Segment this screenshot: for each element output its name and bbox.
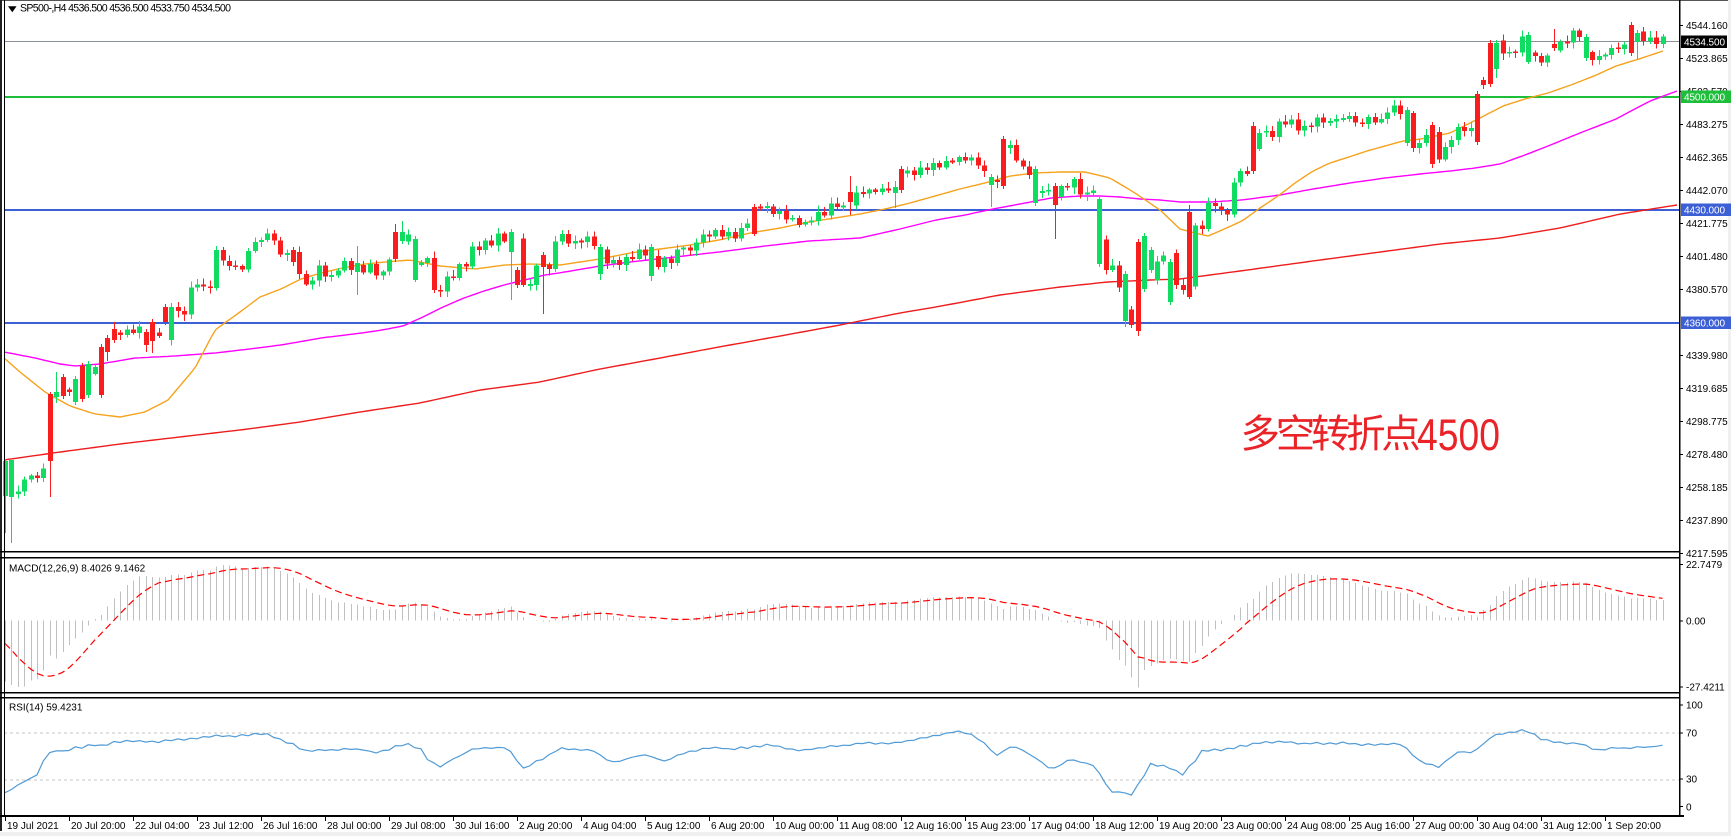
svg-text:25 Aug 16:00: 25 Aug 16:00 bbox=[1351, 821, 1410, 832]
svg-text:23 Aug 00:00: 23 Aug 00:00 bbox=[1223, 821, 1282, 832]
svg-text:15 Aug 23:00: 15 Aug 23:00 bbox=[967, 821, 1026, 832]
svg-text:29 Jul 08:00: 29 Jul 08:00 bbox=[391, 821, 446, 832]
svg-text:23 Jul 12:00: 23 Jul 12:00 bbox=[199, 821, 254, 832]
svg-text:MACD(12,26,9) 8.4026 9.1462: MACD(12,26,9) 8.4026 9.1462 bbox=[9, 564, 146, 575]
svg-text:100: 100 bbox=[1686, 701, 1703, 712]
svg-text:70: 70 bbox=[1686, 729, 1698, 740]
svg-text:4339.980: 4339.980 bbox=[1686, 351, 1728, 362]
svg-text:19 Jul 2021: 19 Jul 2021 bbox=[7, 821, 59, 832]
svg-text:0.00: 0.00 bbox=[1686, 617, 1706, 628]
svg-text:27 Aug 00:00: 27 Aug 00:00 bbox=[1415, 821, 1474, 832]
svg-text:26 Jul 16:00: 26 Jul 16:00 bbox=[263, 821, 318, 832]
svg-text:4483.275: 4483.275 bbox=[1686, 120, 1728, 131]
svg-text:4401.480: 4401.480 bbox=[1686, 252, 1728, 263]
svg-text:24 Aug 08:00: 24 Aug 08:00 bbox=[1287, 821, 1346, 832]
svg-text:4360.000: 4360.000 bbox=[1684, 319, 1725, 330]
svg-text:12 Aug 16:00: 12 Aug 16:00 bbox=[903, 821, 962, 832]
svg-text:SP500-,H4 4536.500 4536.500 4: SP500-,H4 4536.500 4536.500 4533.750 453… bbox=[20, 3, 231, 15]
svg-text:4319.685: 4319.685 bbox=[1686, 384, 1728, 395]
svg-text:4421.775: 4421.775 bbox=[1686, 219, 1728, 230]
svg-text:18 Aug 12:00: 18 Aug 12:00 bbox=[1095, 821, 1154, 832]
svg-text:4544.160: 4544.160 bbox=[1686, 21, 1728, 32]
svg-text:4523.865: 4523.865 bbox=[1686, 54, 1728, 65]
svg-text:30: 30 bbox=[1686, 775, 1698, 786]
svg-text:4500: 4500 bbox=[1417, 411, 1500, 460]
svg-text:6 Aug 20:00: 6 Aug 20:00 bbox=[711, 821, 765, 832]
svg-text:4217.595: 4217.595 bbox=[1686, 549, 1728, 560]
svg-text:4380.570: 4380.570 bbox=[1686, 285, 1728, 296]
svg-text:4237.890: 4237.890 bbox=[1686, 516, 1728, 527]
svg-text:22 Jul 04:00: 22 Jul 04:00 bbox=[135, 821, 190, 832]
svg-text:4534.500: 4534.500 bbox=[1684, 38, 1725, 49]
svg-text:10 Aug 00:00: 10 Aug 00:00 bbox=[775, 821, 834, 832]
svg-text:4442.070: 4442.070 bbox=[1686, 186, 1728, 197]
svg-text:4258.185: 4258.185 bbox=[1686, 483, 1728, 494]
svg-text:17 Aug 04:00: 17 Aug 04:00 bbox=[1031, 821, 1090, 832]
svg-text:4500.000: 4500.000 bbox=[1684, 93, 1725, 104]
svg-text:4462.365: 4462.365 bbox=[1686, 153, 1728, 164]
svg-text:22.7479: 22.7479 bbox=[1686, 560, 1723, 571]
svg-text:2 Aug 20:00: 2 Aug 20:00 bbox=[519, 821, 573, 832]
svg-text:31 Aug 12:00: 31 Aug 12:00 bbox=[1543, 821, 1602, 832]
svg-text:4430.000: 4430.000 bbox=[1684, 206, 1725, 217]
svg-text:28 Jul 00:00: 28 Jul 00:00 bbox=[327, 821, 382, 832]
svg-text:30 Aug 04:00: 30 Aug 04:00 bbox=[1479, 821, 1538, 832]
svg-text:-27.4211: -27.4211 bbox=[1686, 683, 1725, 694]
svg-text:4 Aug 04:00: 4 Aug 04:00 bbox=[583, 821, 637, 832]
svg-text:4278.480: 4278.480 bbox=[1686, 450, 1728, 461]
svg-text:1 Sep 20:00: 1 Sep 20:00 bbox=[1607, 821, 1661, 832]
svg-text:RSI(14) 59.4231: RSI(14) 59.4231 bbox=[9, 703, 83, 714]
svg-text:19 Aug 20:00: 19 Aug 20:00 bbox=[1159, 821, 1218, 832]
svg-text:5 Aug 12:00: 5 Aug 12:00 bbox=[647, 821, 701, 832]
svg-text:0: 0 bbox=[1686, 802, 1692, 813]
svg-text:4298.775: 4298.775 bbox=[1686, 417, 1728, 428]
svg-text:30 Jul 16:00: 30 Jul 16:00 bbox=[455, 821, 510, 832]
svg-text:20 Jul 20:00: 20 Jul 20:00 bbox=[71, 821, 126, 832]
svg-text:11 Aug 08:00: 11 Aug 08:00 bbox=[839, 821, 898, 832]
